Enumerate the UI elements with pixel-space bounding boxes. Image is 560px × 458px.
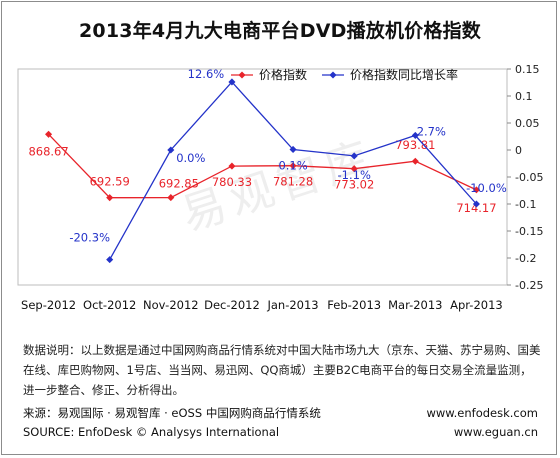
x-tick-label: Apr-2013 xyxy=(450,298,503,312)
y2-tick-label: 0.15 xyxy=(515,63,540,76)
price-index-data-label: 793.81 xyxy=(395,138,435,152)
x-tick-label: Sep-2012 xyxy=(21,298,76,312)
price-index-point xyxy=(411,157,419,165)
growth-rate-point xyxy=(289,145,297,153)
price-index-data-label: 692.59 xyxy=(90,175,130,189)
legend-label-0: 价格指数 xyxy=(259,67,307,82)
growth-rate-data-label: -1.1% xyxy=(338,168,371,182)
price-index-point xyxy=(228,162,236,170)
price-index-point xyxy=(45,130,53,138)
y2-tick-label: 0.1 xyxy=(515,90,533,103)
x-tick-label: Nov-2012 xyxy=(143,298,199,312)
price-index-point xyxy=(106,194,114,202)
price-index-data-label: 781.28 xyxy=(273,175,313,189)
data-note: 数据说明：以上数据是通过中国网购商品行情系统对中国大陆市场九大（京东、天猫、苏宁… xyxy=(23,343,541,397)
price-index-point xyxy=(289,162,297,170)
price-index-point xyxy=(472,186,480,194)
growth-rate-data-label: -10.0% xyxy=(466,181,507,195)
legend-marker-1 xyxy=(329,71,337,79)
growth-rate-data-label: 0.1% xyxy=(278,158,307,172)
growth-rate-data-label: -20.3% xyxy=(69,231,110,245)
legend-marker-0 xyxy=(238,71,246,79)
x-tick-label: Mar-2013 xyxy=(388,298,442,312)
x-tick-label: Oct-2012 xyxy=(83,298,136,312)
x-tick-label: Jan-2013 xyxy=(266,298,318,312)
x-tick-label: Feb-2013 xyxy=(327,298,381,312)
growth-rate-point xyxy=(167,146,175,154)
growth-rate-point xyxy=(106,256,114,264)
series-line-0 xyxy=(48,133,477,199)
y2-tick-label: -0.25 xyxy=(515,279,543,292)
growth-rate-data-label: 2.7% xyxy=(417,124,446,138)
source-line-cn: 来源：易观国际 · 易观智库 · eOSS 中国网购商品行情系统 xyxy=(23,406,321,420)
y2-tick-label: -0.15 xyxy=(515,225,543,238)
y2-tick-label: 0.05 xyxy=(515,117,540,130)
growth-rate-data-label: 0.0% xyxy=(176,151,205,165)
price-index-data-label: 868.67 xyxy=(28,144,68,158)
legend-label-1: 价格指数同比增长率 xyxy=(350,67,458,82)
price-index-data-label: 692.85 xyxy=(159,177,199,191)
y2-tick-label: -0.05 xyxy=(515,171,543,184)
chart-title: 2013年4月九大电商平台DVD播放机价格指数 xyxy=(79,20,481,42)
price-index-data-label: 780.33 xyxy=(212,175,252,189)
growth-rate-point xyxy=(411,131,419,139)
y2-tick-label: -0.2 xyxy=(515,252,536,265)
price-index-data-label: 773.02 xyxy=(334,178,374,192)
price-index-point xyxy=(350,165,358,173)
url-eguan[interactable]: www.eguan.cn xyxy=(453,425,538,439)
growth-rate-point xyxy=(472,200,480,208)
growth-rate-data-label: 12.6% xyxy=(188,67,225,81)
source-urls: www.enfodesk.com www.eguan.cn xyxy=(426,404,538,442)
growth-rate-point xyxy=(350,152,358,160)
url-enfodesk[interactable]: www.enfodesk.com xyxy=(426,406,538,420)
source-block: 来源：易观国际 · 易观智库 · eOSS 中国网购商品行情系统 SOURCE:… xyxy=(23,404,321,442)
price-index-data-label: 714.17 xyxy=(456,201,496,215)
x-tick-label: Dec-2012 xyxy=(204,298,260,312)
line-chart: 0.15 0.1 0.05 0 -0.05 -0.1 -0.15 -0.2 -0.25 Sep-2… xyxy=(17,63,543,312)
source-line-en: SOURCE: EnfoDesk © Analysys Internationa… xyxy=(23,425,280,439)
price-index-point xyxy=(167,194,175,202)
y2-tick-label: 0 xyxy=(515,144,522,157)
growth-rate-point xyxy=(228,78,236,86)
y2-tick-label: -0.1 xyxy=(515,198,536,211)
